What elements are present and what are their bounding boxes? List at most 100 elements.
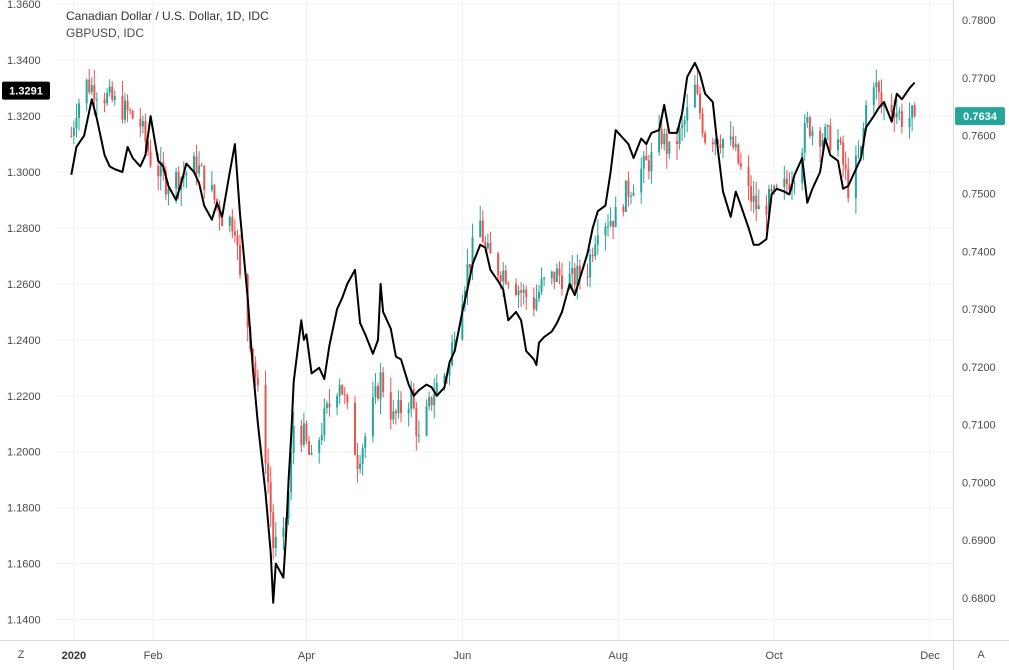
candle-body [632,192,635,196]
candle-body [70,135,73,137]
candle-body [663,133,666,145]
candle-body [829,125,832,150]
candle-body [157,165,160,177]
candle-body [236,235,239,246]
candle-body [568,273,571,289]
candle-body [821,139,824,147]
candle-body [292,426,295,453]
candle-body [591,254,594,257]
candle-body [678,127,681,145]
candle-body [499,275,502,282]
candle-body [668,141,671,154]
right-axis-tick-label: 0.7600 [962,131,996,143]
candle-body [121,95,124,120]
candle-body [793,183,796,185]
candle-body [195,156,198,174]
candle-body [586,276,589,278]
candle-body [612,220,615,227]
candle-body [361,447,364,464]
candle-body [525,289,528,298]
candle-body [272,512,275,549]
candle-body [913,105,916,117]
candle-body [239,245,241,275]
candle-body [607,225,609,227]
candle-body [837,139,839,150]
candle-body [734,144,737,148]
candle-body [895,113,898,118]
candle-body [806,117,809,124]
candle-body [647,160,650,172]
candle-body [310,453,313,455]
legend-primary-symbol[interactable]: Canadian Dollar / U.S. Dollar, 1D, IDC [66,9,269,23]
candle-body [164,171,167,195]
candle-body [900,111,903,127]
candle-body [126,100,129,110]
time-axis-tick-label: Aug [608,650,628,662]
candle-body [167,188,170,195]
candle-body [382,372,385,393]
right-axis-tick-label: 0.7500 [962,189,996,201]
candle-body [343,394,346,396]
candle-body [609,220,612,226]
left-axis-tick-label: 1.2600 [7,279,41,291]
candle-body [507,283,510,285]
candle-body [676,141,678,145]
legend-secondary-symbol[interactable]: GBPUSD, IDC [66,26,145,40]
candle-body [765,205,768,215]
candle-body [808,117,811,136]
left-axis-tick-label: 1.3600 [7,0,41,11]
candle-body [693,84,696,108]
candle-body [325,403,328,409]
candle-body [604,226,607,236]
candle-body [415,408,418,436]
candle-body [379,372,382,399]
candle-body [573,268,576,286]
candle-body [300,426,303,445]
candle-body [466,264,469,291]
right-axis-tick-label: 0.7800 [962,15,996,27]
candle-body [461,304,464,340]
candle-body [522,289,525,293]
candle-body [819,130,822,147]
candle-body [893,112,896,118]
candle-body [305,423,308,442]
candle-body [520,290,523,293]
candle-body [139,118,142,127]
candle-body [108,86,111,93]
timezone-button[interactable]: Z [17,649,25,661]
candle-body [696,84,699,94]
candle-body [430,397,433,406]
left-axis-tick-label: 1.2800 [7,223,41,235]
candle-body [540,278,543,292]
candle-body [515,283,517,295]
candle-body [308,441,310,455]
candle-body [538,291,540,299]
candle-body [356,454,359,469]
right-axis-tick-label: 0.7000 [962,477,996,489]
candle-body [338,384,341,396]
time-axis-tick-label: 2020 [62,650,86,662]
candle-body [504,270,507,284]
time-axis-tick-label: Oct [766,650,783,662]
candle-body [622,207,625,212]
candle-body [877,82,880,93]
right-last-price-badge [955,107,1005,126]
candle-body [627,180,630,197]
candle-body [630,195,632,197]
candle-body [898,111,901,114]
candle-body [256,377,259,386]
candle-body [193,156,195,174]
candle-body [435,383,438,394]
candle-body [484,241,487,248]
right-axis-tick-label: 0.7700 [962,73,996,85]
candle-body [571,268,574,274]
candle-body [773,186,776,192]
left-axis-tick-label: 1.2000 [7,447,41,459]
candle-body [269,482,272,513]
candle-body [683,120,686,125]
left-axis-tick-label: 1.1400 [7,615,41,627]
auto-scale-button[interactable]: A [977,649,985,661]
candle-body [561,275,563,289]
candle-body [770,189,773,192]
